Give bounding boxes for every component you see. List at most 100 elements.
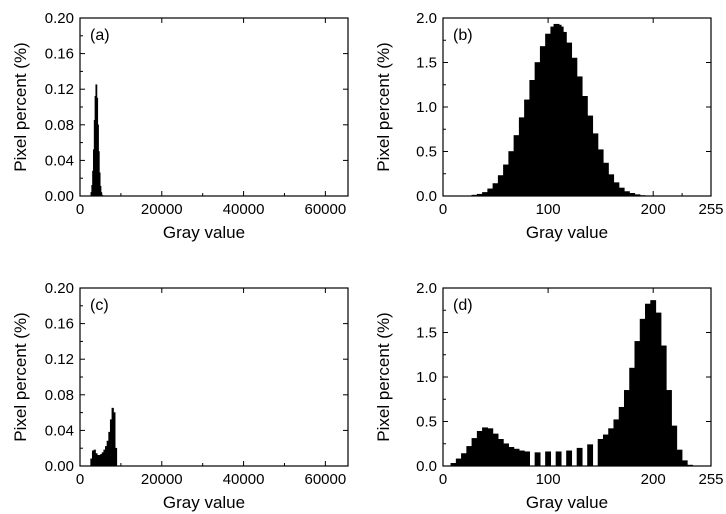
y-tick-label: 1.5 <box>416 325 437 342</box>
y-tick-label: 0.04 <box>45 152 74 169</box>
y-tick-label: 0.20 <box>45 10 74 27</box>
x-tick-label: 60000 <box>305 201 347 218</box>
panel-label: (a) <box>90 27 110 44</box>
histogram-bar <box>503 164 509 197</box>
histogram-bar <box>623 390 630 467</box>
x-tick-label: 100 <box>536 471 561 488</box>
x-tick-label: 60000 <box>305 471 347 488</box>
y-tick-label: 0.00 <box>45 458 74 475</box>
panel-a: 0 20000 40000 60000 0.00 0.04 0.08 0.12 0.16 0.20… <box>11 10 349 242</box>
histogram-bar <box>660 345 667 467</box>
x-tick-label: 40000 <box>223 201 265 218</box>
histogram-bar <box>676 449 683 467</box>
histogram-bar <box>576 76 583 197</box>
histogram-bar <box>114 447 118 467</box>
histogram-bar <box>524 451 531 467</box>
histogram-bar <box>629 367 636 467</box>
histogram-bar <box>623 191 630 197</box>
y-tick-label: 0.08 <box>45 387 74 404</box>
x-tick-label: 20000 <box>141 471 183 488</box>
histogram-bar <box>634 341 641 467</box>
y-axis-title: Pixel percent (%) <box>374 312 393 441</box>
y-tick-label: 2.0 <box>416 10 437 27</box>
histogram-bar <box>487 188 494 197</box>
histogram-bar <box>681 460 688 467</box>
x-tick-label: 0 <box>439 201 447 218</box>
histogram-bar <box>602 162 609 197</box>
histogram-bar <box>455 458 462 467</box>
panel-label: (b) <box>453 27 473 44</box>
y-tick-label: 1.0 <box>416 369 437 386</box>
histogram-bar <box>587 115 594 197</box>
histogram-bar <box>645 303 651 467</box>
histogram-bar <box>613 182 620 197</box>
y-tick-label: 0.0 <box>416 458 437 475</box>
histogram-bar <box>487 428 494 467</box>
y-tick-label: 0.00 <box>45 188 74 205</box>
histogram-bar <box>571 57 578 197</box>
histogram-bar <box>566 450 573 467</box>
x-axis-title: Gray value <box>526 493 608 512</box>
y-tick-label: 0.12 <box>45 81 74 98</box>
histogram-bar <box>608 174 615 197</box>
x-tick-label: 0 <box>76 201 84 218</box>
x-tick-label: 255 <box>698 471 723 488</box>
x-axis-title: Gray value <box>526 223 608 242</box>
histogram-bar <box>576 447 583 467</box>
histogram-bar <box>518 450 525 467</box>
histogram-bar <box>581 96 588 197</box>
histogram-bar <box>655 312 662 467</box>
histogram-bar <box>482 427 488 467</box>
histogram-bar <box>639 318 646 467</box>
y-tick-label: 1.0 <box>416 99 437 116</box>
histogram-bar <box>608 428 615 467</box>
y-tick-label: 2.0 <box>416 280 437 297</box>
histogram-bar <box>534 62 541 197</box>
x-axis-title: Gray value <box>163 223 245 242</box>
histogram-bar <box>492 433 499 467</box>
histogram-bar <box>566 42 573 197</box>
histogram-bar <box>476 430 483 467</box>
y-tick-label: 0.5 <box>416 144 437 161</box>
histogram-bar <box>613 419 620 467</box>
histogram-bar <box>650 300 657 467</box>
plot-frame <box>79 17 349 197</box>
y-tick-label: 0.5 <box>416 414 437 431</box>
x-tick-label: 0 <box>76 471 84 488</box>
panel-d: 0 100 200 255 0.0 0.5 1.0 1.5 2.0 Gray value Pixel… <box>374 280 724 512</box>
panel-c: 0 20000 40000 60000 0.00 0.04 0.08 0.12 0.16 0.20… <box>11 280 349 512</box>
histogram-bar <box>513 135 520 197</box>
histogram-bar <box>592 133 599 197</box>
plot-frame <box>79 287 349 467</box>
y-axis-title: Pixel percent (%) <box>11 42 30 171</box>
histogram-bar <box>671 425 678 467</box>
panel-label: (c) <box>90 297 109 314</box>
y-tick-label: 0.04 <box>45 422 74 439</box>
y-axis-title: Pixel percent (%) <box>374 42 393 171</box>
histogram-bar <box>618 406 625 467</box>
histogram-bar <box>555 451 562 467</box>
x-tick-label: 200 <box>641 471 666 488</box>
histogram-bar <box>587 444 594 467</box>
histogram-bar <box>503 443 509 467</box>
histogram-bar <box>497 438 504 467</box>
y-axis-title: Pixel percent (%) <box>11 312 30 441</box>
x-tick-label: 0 <box>439 471 447 488</box>
y-tick-label: 0.12 <box>45 351 74 368</box>
y-tick-label: 0.08 <box>45 117 74 134</box>
histogram-bar <box>602 434 609 467</box>
histogram-bar <box>518 117 525 197</box>
histogram-bar <box>508 151 515 197</box>
y-tick-label: 0.20 <box>45 280 74 297</box>
x-tick-label: 40000 <box>223 471 265 488</box>
histogram-bar <box>560 31 567 197</box>
y-tick-label: 0.16 <box>45 316 74 333</box>
histogram-bar <box>597 149 604 197</box>
x-tick-label: 100 <box>536 201 561 218</box>
x-axis-title: Gray value <box>163 493 245 512</box>
histogram-bar <box>539 46 546 197</box>
y-tick-label: 1.5 <box>416 55 437 72</box>
y-tick-label: 0.16 <box>45 46 74 63</box>
histogram-bar <box>618 187 625 197</box>
